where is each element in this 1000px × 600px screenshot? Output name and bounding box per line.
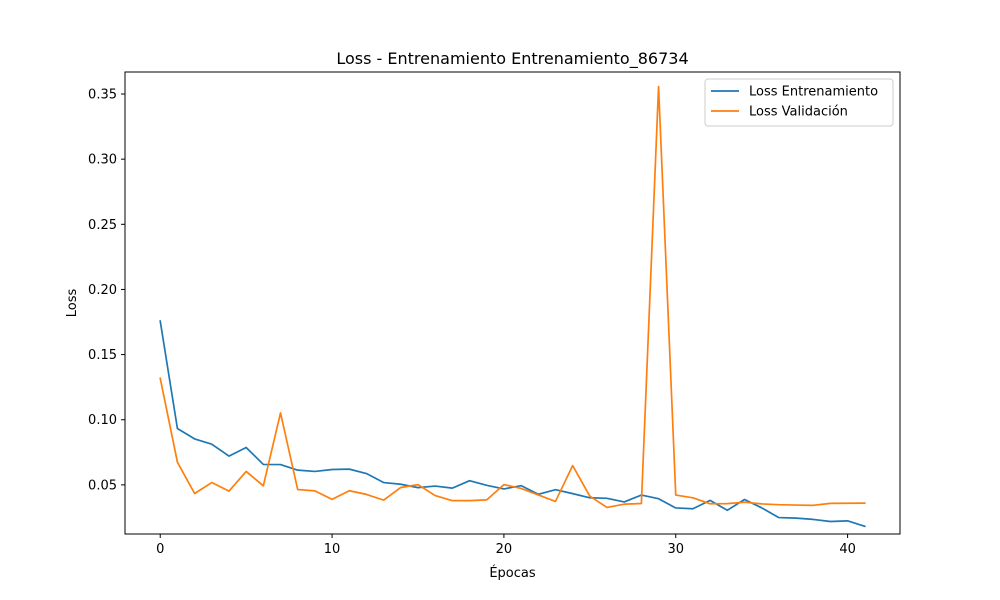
legend-box: [704, 78, 894, 127]
y-tick-label: 0.20: [88, 283, 117, 298]
legend: Loss Entrenamiento Loss Validación: [704, 78, 894, 127]
y-axis-label: Loss: [65, 289, 80, 318]
series-lines: [159, 85, 866, 528]
x-tick-label: 40: [839, 542, 856, 557]
x-axis-label: Épocas: [489, 565, 536, 581]
chart-title: Loss - Entrenamiento Entrenamiento_86734: [336, 49, 688, 69]
y-tick-label: 0.30: [88, 153, 117, 168]
series-line-validation: [159, 85, 866, 509]
legend-label: Loss Entrenamiento: [749, 85, 878, 100]
axis-ticks: 0 10 20 30 40 0.05 0.10 0.15 0.20 0.25 0.30 0.35: [88, 88, 856, 557]
x-tick-label: 30: [667, 542, 684, 557]
y-tick-label: 0.10: [88, 413, 117, 428]
y-tick-label: 0.15: [88, 348, 117, 363]
x-tick-label: 10: [324, 542, 341, 557]
legend-label: Loss Validación: [749, 105, 848, 120]
y-tick-label: 0.05: [88, 478, 117, 493]
y-tick-label: 0.25: [88, 218, 117, 233]
x-tick-label: 20: [496, 542, 513, 557]
plot-frame: [124, 71, 901, 535]
x-tick-label: 0: [156, 542, 164, 557]
y-tick-label: 0.35: [88, 88, 117, 103]
